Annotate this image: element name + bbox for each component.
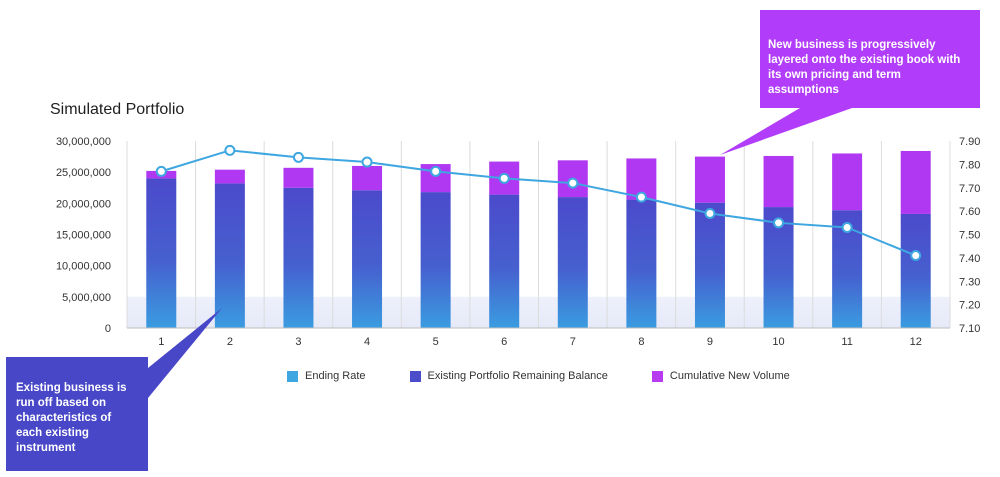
x-tick-label: 12	[910, 336, 922, 348]
bar-new-volume	[352, 165, 383, 191]
legend-swatch-new-volume	[651, 370, 663, 382]
ending-rate-point	[704, 207, 716, 219]
y-right-tick-label: 7.60	[959, 206, 980, 218]
x-tick-label: 1	[158, 336, 164, 348]
y-left-tick-label: 10,000,000	[56, 261, 111, 273]
legend-label-existing-balance: Existing Portfolio Remaining Balance	[427, 370, 608, 382]
y-right-tick-label: 7.80	[959, 159, 980, 171]
legend: Ending Rate Existing Portfolio Remaining…	[287, 370, 834, 382]
ending-rate-point	[498, 172, 510, 184]
bar-new-volume	[694, 156, 725, 203]
y-left-tick-label: 0	[105, 323, 111, 335]
bar-existing-balance	[420, 192, 451, 328]
ending-rate-point	[224, 144, 236, 156]
ending-rate-point	[361, 156, 373, 168]
y-left-tick-label: 5,000,000	[62, 292, 111, 304]
ending-rate-point	[155, 165, 167, 177]
x-tick-label: 6	[501, 336, 507, 348]
legend-label-new-volume: Cumulative New Volume	[669, 370, 790, 382]
y-right-tick-label: 7.90	[959, 136, 980, 148]
bar-existing-balance	[283, 187, 314, 328]
x-tick-label: 7	[570, 336, 576, 348]
bar-new-volume	[283, 167, 314, 188]
ending-rate-point	[635, 191, 647, 203]
y-right-tick-label: 7.10	[959, 323, 980, 335]
bar-existing-balance	[900, 213, 931, 328]
bar-existing-balance	[146, 178, 177, 328]
x-tick-label: 11	[841, 336, 852, 348]
y-right-tick-label: 7.50	[959, 230, 980, 242]
chart-title: Simulated Portfolio	[50, 101, 185, 118]
legend-label-ending-rate: Ending Rate	[305, 370, 366, 382]
ending-rate-point	[773, 217, 785, 229]
legend-item-existing-balance: Existing Portfolio Remaining Balance	[409, 370, 608, 382]
y-right-tick-label: 7.30	[959, 276, 980, 288]
bar-new-volume	[763, 155, 794, 208]
bar-new-volume	[214, 169, 245, 184]
bar-existing-balance	[214, 183, 245, 328]
callout-top-pointer	[720, 108, 852, 155]
ending-rate-point	[841, 221, 853, 233]
y-left-tick-label: 30,000,000	[56, 136, 111, 148]
ending-rate-point	[292, 151, 304, 163]
callout-existing-business: Existing business is run off based on ch…	[6, 357, 148, 471]
x-tick-label: 4	[364, 336, 370, 348]
y-right-tick-label: 7.70	[959, 183, 980, 195]
x-tick-label: 3	[295, 336, 301, 348]
legend-swatch-existing-balance	[409, 370, 421, 382]
bar-existing-balance	[352, 190, 383, 328]
legend-item-ending-rate: Ending Rate	[287, 370, 366, 382]
x-tick-label: 8	[638, 336, 644, 348]
bar-existing-balance	[694, 202, 725, 328]
legend-item-new-volume: Cumulative New Volume	[651, 370, 790, 382]
y-left-tick-label: 20,000,000	[56, 198, 111, 210]
x-tick-label: 10	[772, 336, 784, 348]
x-tick-label: 2	[227, 336, 233, 348]
y-right-tick-label: 7.40	[959, 253, 980, 265]
callout-new-business: New business is progressively layered on…	[760, 10, 980, 108]
bar-existing-balance	[557, 197, 588, 328]
legend-swatch-ending-rate	[287, 370, 298, 382]
ending-rate-point	[430, 165, 442, 177]
y-left-tick-label: 15,000,000	[56, 230, 111, 242]
bar-new-volume	[900, 150, 931, 214]
x-tick-label: 5	[433, 336, 439, 348]
bar-existing-balance	[489, 194, 520, 328]
y-left-tick-label: 25,000,000	[56, 167, 111, 179]
bar-new-volume	[832, 153, 863, 211]
x-tick-label: 9	[707, 336, 713, 348]
ending-rate-point	[567, 177, 579, 189]
y-right-tick-label: 7.20	[959, 300, 980, 312]
bar-existing-balance	[626, 199, 657, 328]
ending-rate-point	[910, 250, 922, 262]
callout-bottom-pointer	[148, 308, 222, 398]
ending-rate-line	[160, 149, 917, 257]
